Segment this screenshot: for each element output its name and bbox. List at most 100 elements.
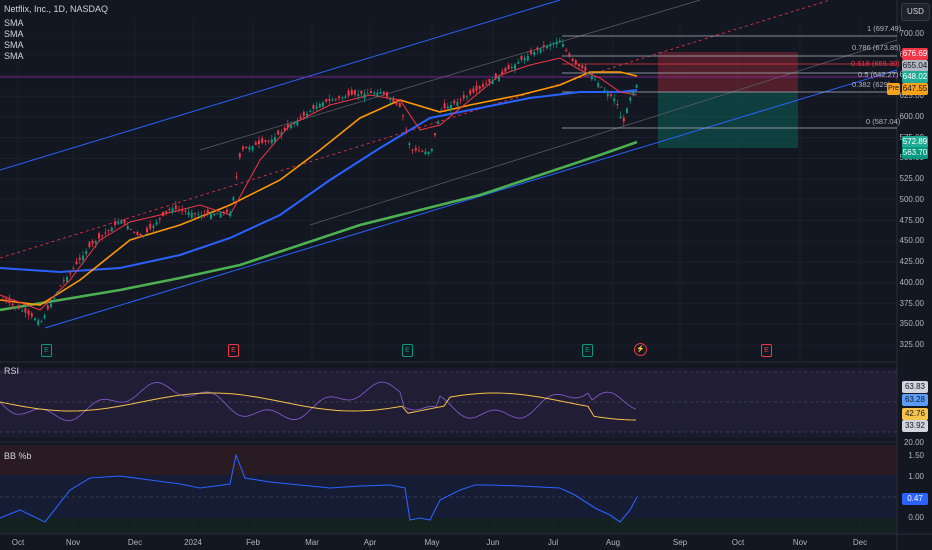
candle-body: [27, 310, 30, 315]
candle-body: [334, 98, 337, 100]
candle-body: [427, 151, 430, 155]
candle-body: [520, 56, 523, 60]
candle-body: [622, 117, 625, 122]
candle-body: [517, 62, 520, 64]
time-axis-tick: Nov: [65, 538, 81, 547]
earnings-marker[interactable]: E: [402, 344, 413, 357]
candle-body: [293, 122, 296, 124]
candle-body: [392, 97, 395, 102]
candle-body: [382, 91, 385, 95]
candle-body: [629, 97, 632, 101]
time-axis-tick: May: [424, 538, 440, 547]
candle-body: [603, 90, 606, 92]
candle-body: [571, 58, 574, 62]
dividend-flash-icon[interactable]: ⚡: [634, 343, 647, 356]
candle-body: [539, 48, 542, 53]
bb-axis-tick: 1.00: [908, 472, 924, 481]
candle-body: [555, 41, 558, 45]
candle-body: [466, 96, 468, 98]
candle-body: [456, 101, 459, 106]
candle-body: [11, 304, 14, 306]
rsi-line: [0, 381, 637, 422]
fib-level-label: 0.786 (673.85): [852, 43, 901, 52]
rsi-tag: 63.83: [902, 381, 928, 393]
earnings-marker[interactable]: E: [761, 344, 772, 357]
candle-body: [578, 64, 580, 66]
earnings-marker[interactable]: E: [582, 344, 593, 357]
candle-body: [82, 255, 84, 261]
candle-body: [194, 213, 196, 215]
candle-body: [59, 285, 62, 287]
candle-body: [475, 85, 478, 91]
indicator-label-sma-1[interactable]: SMA: [4, 18, 24, 28]
candle-body: [14, 306, 17, 309]
candle-body: [117, 222, 120, 224]
candle-body: [43, 315, 46, 319]
candle-body: [206, 209, 209, 215]
candle-body: [232, 197, 235, 201]
candle-body: [462, 95, 465, 99]
candle-body: [363, 93, 366, 99]
candle-body: [347, 90, 350, 96]
indicator-label-sma-4[interactable]: SMA: [4, 51, 24, 61]
candle-body: [341, 97, 344, 99]
candle-body: [411, 149, 414, 151]
candle-body: [178, 209, 180, 211]
candle-body: [504, 67, 507, 72]
candle-body: [165, 210, 168, 213]
candle-body: [437, 121, 440, 125]
candle-body: [443, 103, 446, 109]
candle-body: [440, 109, 443, 111]
candle-body: [98, 233, 100, 239]
trend-channel-upper: [0, 0, 561, 171]
candle-body: [510, 66, 513, 68]
bb-panel-title[interactable]: BB %b: [4, 451, 32, 461]
candle-body: [530, 50, 532, 54]
candle-body: [91, 240, 94, 244]
parallel-channel-line: [309, 39, 898, 226]
indicator-label-sma-3[interactable]: SMA: [4, 40, 24, 50]
rsi-tag: 63.28: [902, 394, 928, 406]
candle-body: [581, 65, 584, 69]
earnings-marker[interactable]: E: [41, 344, 52, 357]
candle-body: [238, 153, 241, 158]
candle-body: [50, 303, 52, 308]
candle-body: [309, 111, 312, 113]
indicator-label-sma-2[interactable]: SMA: [4, 29, 24, 39]
candle-body: [264, 140, 267, 142]
price-axis-tick: 325.00: [899, 340, 924, 349]
candle-body: [453, 100, 456, 104]
candle-body: [418, 150, 420, 152]
candle-body: [616, 103, 619, 105]
candle-body: [181, 210, 184, 212]
candle-body: [472, 88, 475, 93]
candle-body: [219, 213, 222, 218]
price-axis-tick: 450.00: [899, 236, 924, 246]
candle-body: [2, 299, 4, 301]
candle-body: [584, 66, 587, 71]
candle-body: [488, 78, 491, 83]
candle-body: [552, 43, 555, 45]
profit-target-zone: [658, 92, 798, 148]
candle-body: [446, 106, 449, 109]
earnings-marker[interactable]: E: [228, 344, 239, 357]
rsi-tag: 33.92: [902, 420, 928, 432]
candle-body: [62, 280, 65, 282]
candle-body: [424, 151, 427, 155]
candle-body: [296, 120, 299, 126]
candle-body: [338, 96, 340, 99]
candle-body: [226, 209, 228, 213]
candle-body: [498, 76, 500, 82]
candle-body: [254, 142, 257, 146]
currency-button[interactable]: USD: [901, 3, 930, 21]
candle-body: [155, 222, 158, 225]
candle-body: [533, 52, 536, 56]
rsi-panel-title[interactable]: RSI: [4, 366, 20, 376]
candle-body: [600, 86, 603, 88]
bb-upper-zone: [0, 445, 897, 475]
price-tag-premarket: 647.55: [902, 83, 928, 95]
candle-body: [626, 108, 628, 114]
candle-body: [280, 132, 283, 135]
candle-body: [542, 45, 545, 47]
